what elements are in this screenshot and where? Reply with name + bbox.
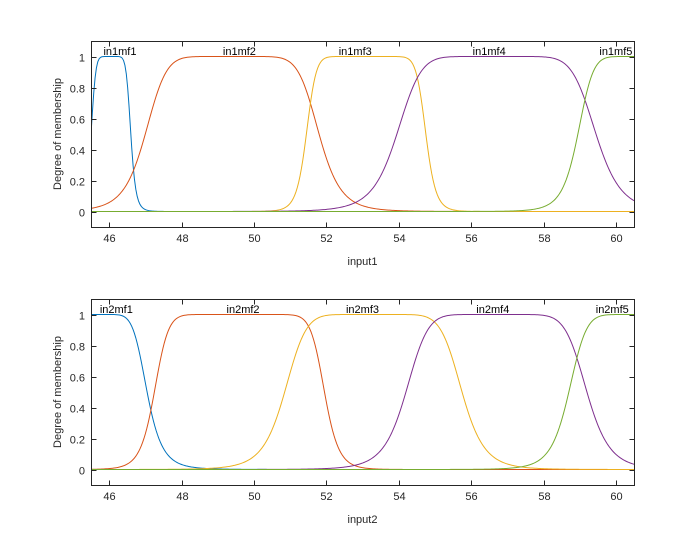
x-axis-label: input1 (348, 256, 378, 268)
x-tick-label: 46 (103, 233, 115, 245)
y-tick-label: 0.2 (70, 435, 85, 447)
mf-label-in1mf5: in1mf5 (599, 46, 632, 58)
mf-label-in1mf4: in1mf4 (473, 46, 506, 58)
y-tick-label: 0.2 (70, 177, 85, 189)
axes-frame (91, 41, 635, 228)
x-tick-label: 58 (538, 491, 550, 503)
x-tick-label: 50 (248, 491, 260, 503)
y-tick-label: 0.8 (70, 342, 85, 354)
x-tick-label: 46 (103, 491, 115, 503)
x-tick-label: 58 (538, 233, 550, 245)
y-tick-label: 0 (79, 466, 85, 478)
series-line-in1mf5 (91, 56, 634, 212)
y-axis-label: Degree of membership (52, 336, 64, 448)
series-line-in2mf2 (91, 314, 634, 470)
y-tick-label: 0 (79, 208, 85, 220)
y-tick-label: 0.8 (70, 84, 85, 96)
x-tick-label: 48 (176, 491, 188, 503)
x-tick-label: 56 (465, 491, 477, 503)
x-tick-label: 56 (465, 233, 477, 245)
x-tick-label: 60 (610, 491, 622, 503)
axes-frame (91, 299, 635, 486)
y-tick-label: 1 (79, 311, 85, 323)
x-tick-label: 54 (393, 491, 405, 503)
series-line-in2mf5 (91, 314, 634, 470)
mf-label-in2mf1: in2mf1 (100, 304, 133, 316)
x-tick-label: 50 (248, 233, 260, 245)
y-tick-label: 0.6 (70, 115, 85, 127)
mf-label-in1mf3: in1mf3 (339, 46, 372, 58)
mf-label-in1mf1: in1mf1 (103, 46, 136, 58)
y-tick-label: 0.4 (70, 404, 85, 416)
x-tick-label: 54 (393, 233, 405, 245)
mf-label-in2mf3: in2mf3 (346, 304, 379, 316)
axes-1: 46 48 50 52 54 56 58 60 0 0.2 0.4 0.6 0.8 1 input1 Degr… (52, 41, 635, 268)
x-tick-label: 48 (176, 233, 188, 245)
y-axis-label: Degree of membership (52, 78, 64, 190)
mf-label-in2mf4: in2mf4 (476, 304, 509, 316)
plot-area (91, 299, 634, 485)
plot-area (91, 41, 634, 227)
mf-label-in1mf2: in1mf2 (223, 46, 256, 58)
axes-2: 46 48 50 52 54 56 58 60 0 0.2 0.4 0.6 0.8 1 input2 Degr… (52, 299, 635, 526)
x-axis-label: input2 (348, 514, 378, 526)
x-tick-label: 52 (320, 233, 332, 245)
mf-label-in2mf5: in2mf5 (596, 304, 629, 316)
x-tick-label: 60 (610, 233, 622, 245)
x-tick-label: 52 (320, 491, 332, 503)
y-tick-label: 0.6 (70, 373, 85, 385)
y-tick-label: 0.4 (70, 146, 85, 158)
mf-label-in2mf2: in2mf2 (227, 304, 260, 316)
y-tick-label: 1 (79, 53, 85, 65)
